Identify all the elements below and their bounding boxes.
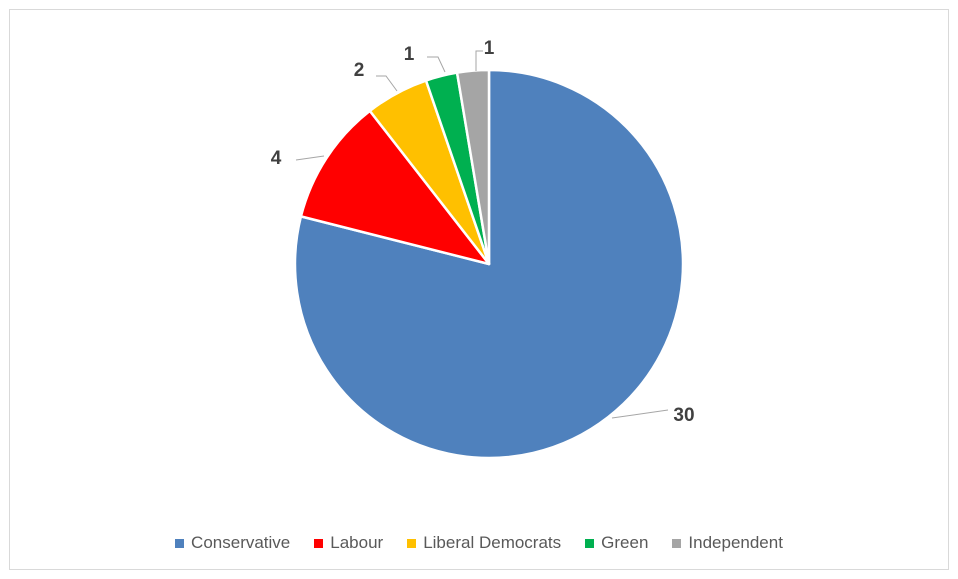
pie-slice-labour xyxy=(299,109,491,266)
legend-label: Liberal Democrats xyxy=(423,533,562,552)
data-label-independent: 1 xyxy=(484,38,495,59)
legend-label: Conservative xyxy=(191,533,291,552)
data-label-liberal-democrats: 2 xyxy=(354,60,365,81)
legend-swatch xyxy=(175,538,185,548)
pie-slice-conservative xyxy=(293,68,685,460)
legend-swatch xyxy=(585,538,595,548)
legend-label: Independent xyxy=(688,533,783,552)
legend-label: Labour xyxy=(330,533,384,552)
data-label-green: 1 xyxy=(404,44,415,65)
legend-item-conservative: Conservative xyxy=(175,533,290,553)
legend-item-green: Green xyxy=(585,533,648,553)
chart-legend: Conservative Labour Liberal Democrats Green… xyxy=(0,533,958,553)
leader-line-conservative xyxy=(611,409,669,419)
leader-line-liberal-democrats xyxy=(376,75,398,92)
pie-slice-independent xyxy=(455,68,491,266)
legend-item-labour: Labour xyxy=(314,533,383,553)
legend-swatch xyxy=(407,538,417,548)
data-label-labour: 4 xyxy=(271,148,282,169)
legend-swatch xyxy=(314,538,324,548)
legend-item-liberal-democrats: Liberal Democrats xyxy=(407,533,561,553)
legend-item-independent: Independent xyxy=(672,533,783,553)
leader-line-labour xyxy=(295,155,325,161)
legend-label: Green xyxy=(601,533,649,552)
legend-swatch xyxy=(672,538,682,548)
leader-line-independent xyxy=(475,50,483,71)
data-label-conservative: 30 xyxy=(673,405,694,426)
leader-line-green xyxy=(427,56,446,73)
